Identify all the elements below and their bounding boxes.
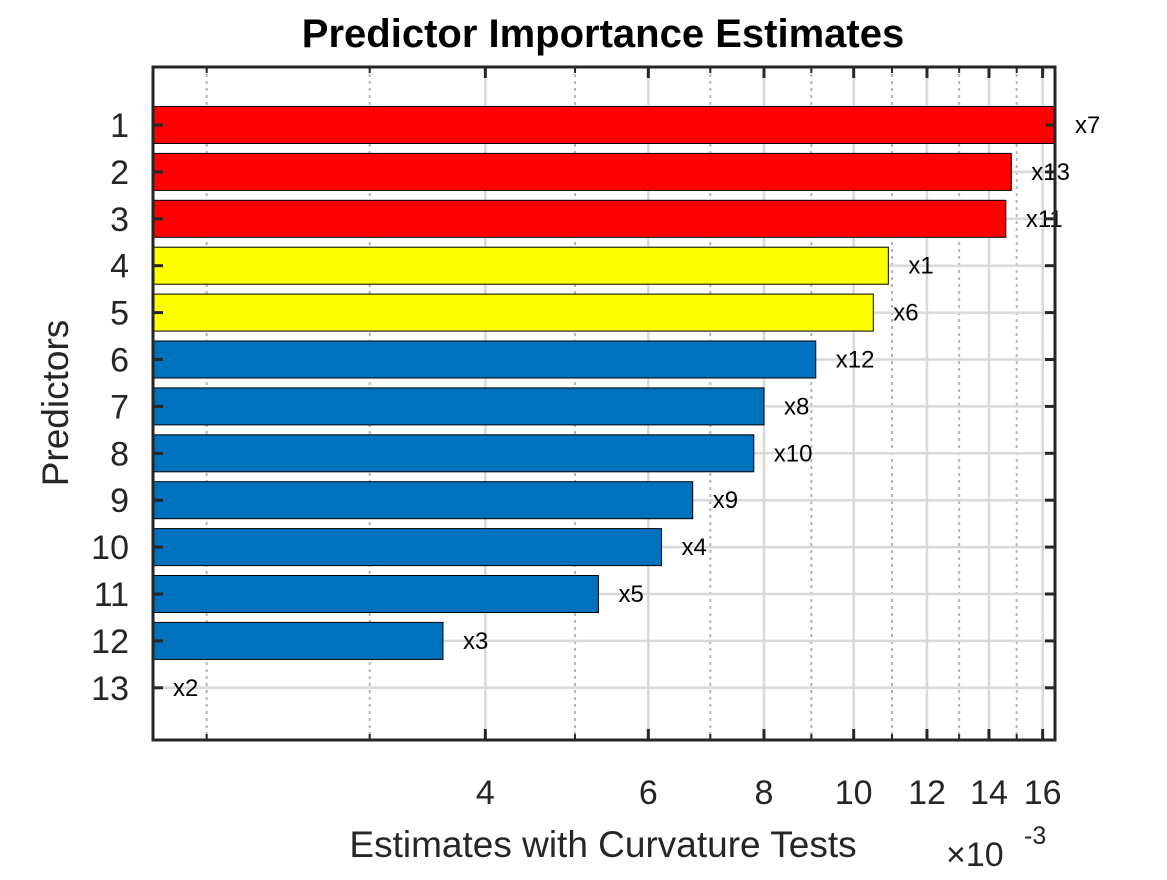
x-tick-label: 8 [755, 774, 774, 812]
bar-value-label: x3 [463, 628, 488, 655]
bars [152, 106, 1056, 660]
plot-frame [151, 65, 1057, 742]
y-tick-label: 10 [91, 529, 129, 567]
bar [152, 621, 444, 660]
bar [152, 387, 765, 426]
y-tick-label: 9 [110, 482, 129, 520]
bar-value-label: x6 [893, 300, 918, 327]
bar-value-label: x5 [618, 581, 643, 608]
y-tick-label: 11 [94, 576, 129, 614]
x-tick-label: 14 [970, 774, 1008, 812]
x-exponent-base: ×10 [946, 836, 1004, 874]
bar-value-label: x11 [1026, 206, 1063, 233]
y-axis-label: Predictors [35, 320, 76, 487]
x-tick-label: 12 [908, 774, 946, 812]
x-tick-label: 10 [835, 774, 873, 812]
bar-value-label: x10 [774, 440, 813, 467]
bar [152, 106, 1056, 144]
bar-value-label: x9 [713, 487, 738, 514]
x-tick-label: 4 [476, 774, 495, 812]
bar [152, 199, 1007, 238]
bar [152, 481, 694, 520]
bar-value-label: x1 [908, 253, 933, 280]
x-exponent-label: ×10 -3 [946, 822, 1046, 874]
bar [152, 293, 874, 332]
bar [152, 575, 599, 613]
bar [152, 434, 755, 473]
y-tick-label: 1 [110, 107, 129, 145]
bar [152, 152, 1012, 191]
y-tick-label: 6 [110, 342, 129, 380]
y-tick-label: 3 [110, 201, 129, 239]
y-tick-label: 7 [110, 388, 129, 426]
bar-value-label: x2 [173, 675, 198, 702]
y-tick-label: 5 [110, 295, 129, 333]
x-exponent-power: -3 [1024, 822, 1046, 850]
y-tick-label: 13 [91, 670, 129, 708]
x-axis-label: Estimates with Curvature Tests [349, 824, 856, 865]
bar-value-label: x7 [1075, 112, 1100, 139]
y-tick-label: 4 [110, 248, 129, 286]
bar-value-label: x12 [836, 347, 875, 374]
y-tick-label: 2 [110, 154, 129, 192]
chart-title: Predictor Importance Estimates [302, 12, 904, 56]
bar-value-label: x8 [784, 393, 809, 420]
x-tick-label: 16 [1024, 774, 1062, 812]
y-tick-label: 12 [91, 623, 129, 661]
bar [152, 246, 889, 285]
y-tick-label: 8 [110, 435, 129, 473]
bar [152, 340, 817, 379]
x-tick-label: 6 [639, 774, 658, 812]
bar-value-label: x4 [682, 534, 707, 561]
bar [152, 528, 663, 567]
